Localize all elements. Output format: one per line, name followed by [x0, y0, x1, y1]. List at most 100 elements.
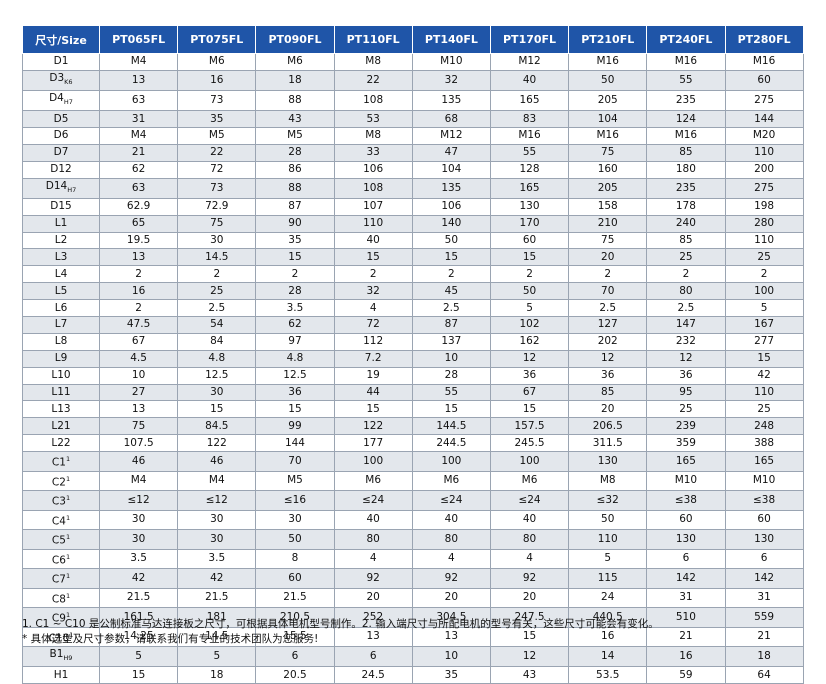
table-cell: 60 — [489, 231, 570, 250]
table-cell: 50 — [255, 529, 335, 550]
table-cell: 55 — [411, 383, 491, 402]
table-cell: 15 — [333, 400, 413, 419]
table-row: L21 75 84.5 99 122 144.5 157.5 206.5 239 248 — [22, 417, 804, 436]
table-cell: 144 — [724, 110, 804, 128]
row-label: L4 — [22, 265, 100, 284]
table-cell: 167 — [724, 315, 804, 334]
table-cell: 2 — [489, 265, 570, 284]
table-cell: M20 — [724, 126, 804, 145]
table-cell: 6 — [724, 548, 804, 570]
table-cell: 165 — [646, 451, 726, 472]
row-label-text: L11 — [51, 385, 71, 398]
table-cell: 2 — [646, 265, 726, 284]
table-cell: 75 — [177, 214, 257, 233]
table-cell: 72 — [177, 160, 257, 179]
table-cell: 130 — [724, 529, 804, 550]
table-cell: 4 — [333, 299, 413, 317]
row-label-superscript: 1 — [65, 474, 71, 483]
table-cell: 67 — [98, 332, 179, 351]
table-cell: 165 — [489, 89, 570, 112]
table-cell: 165 — [724, 451, 804, 472]
table-cell: 235 — [646, 177, 726, 199]
table-cell: 20 — [333, 587, 413, 609]
footnote-line-1: 1. C1 ~ C10 是公制标准马达连接板之尺寸，可根据具体电机型号制作。2.… — [22, 618, 659, 630]
row-label: L11 — [22, 383, 100, 402]
row-label-text: L9 — [54, 352, 68, 365]
table-cell: 110 — [568, 529, 648, 550]
table-cell: 304.5 — [411, 607, 491, 628]
table-cell: 20 — [568, 248, 648, 267]
table-cell: 62.9 — [98, 197, 179, 216]
table-cell: 84 — [177, 332, 257, 351]
table-cell: 15.5 — [255, 626, 335, 648]
row-label-text: L1 — [54, 217, 68, 230]
table-cell: 21.5 — [98, 587, 179, 609]
table-cell: 181 — [177, 607, 257, 628]
table-cell: 3.5 — [98, 548, 179, 570]
row-label: L21 — [22, 417, 100, 436]
row-label: D1 — [22, 53, 100, 71]
table-cell: 25 — [177, 282, 257, 301]
row-label: L8 — [22, 332, 100, 351]
table-cell: 36 — [646, 366, 726, 385]
table-cell: M4 — [177, 470, 257, 492]
row-label: C51 — [22, 529, 100, 550]
table-cell: 83 — [489, 110, 570, 128]
table-cell: 47 — [411, 143, 491, 162]
table-cell: M6 — [255, 53, 335, 71]
header-row: 尺寸/Size PT065FL PT075FL PT090FL PT110FL PT140… — [22, 26, 804, 54]
row-label-superscript: 1 — [65, 513, 71, 522]
table-cell: 40 — [333, 231, 413, 250]
table-cell: 5 — [177, 646, 257, 668]
table-cell: 2.5 — [568, 299, 648, 317]
table-cell: 115 — [568, 568, 648, 589]
table-cell: 28 — [411, 366, 491, 385]
table-body: D1 M4 M6 M6 M8 M10 M12 M16 M16 M16 D3K6 13 16 18 22 32 4… — [22, 53, 804, 684]
row-label: D3K6 — [22, 69, 100, 91]
row-label-text: C3 — [51, 495, 66, 508]
row-label: H1 — [22, 666, 100, 684]
table-cell: 46 — [98, 451, 179, 472]
table-cell: 3.5 — [177, 548, 257, 570]
table-cell: 147 — [646, 315, 726, 334]
row-label-text: H1 — [53, 668, 69, 681]
table-cell: 127 — [568, 315, 648, 334]
table-cell: 2 — [724, 265, 804, 284]
row-label-subscript: H7 — [63, 98, 73, 107]
table-cell: 2.5 — [646, 299, 726, 317]
table-cell: 20 — [568, 400, 648, 419]
row-label-text: D1 — [53, 55, 69, 68]
table-cell: 50 — [568, 509, 648, 531]
table-cell: 4.8 — [177, 349, 257, 368]
table-cell: 12 — [646, 349, 726, 368]
table-cell: 232 — [646, 332, 726, 351]
table-cell: 60 — [646, 509, 726, 531]
table-cell: 24.5 — [333, 666, 413, 684]
table-row: L8 67 84 97 112 137 162 202 232 277 — [22, 332, 804, 351]
table-cell: 86 — [255, 160, 335, 179]
table-cell: M8 — [568, 470, 648, 492]
table-cell: 198 — [724, 197, 804, 216]
table-cell: 280 — [724, 214, 804, 233]
table-cell: 202 — [568, 332, 648, 351]
table-cell: 35 — [177, 110, 257, 128]
table-cell: 30 — [177, 231, 257, 250]
row-label-text: D14 — [45, 179, 68, 192]
table-row: C41 30 30 30 40 40 40 50 60 60 — [22, 509, 804, 531]
table-row: L13 13 15 15 15 15 15 20 25 25 — [22, 400, 804, 419]
table-cell: M4 — [98, 126, 179, 145]
table-row: L11 27 30 36 44 55 67 85 95 110 — [22, 383, 804, 402]
row-label: D5 — [22, 110, 100, 128]
row-label-superscript: 1 — [65, 533, 71, 542]
table-cell: 177 — [333, 434, 413, 453]
row-label: L5 — [22, 282, 100, 301]
table-cell: 2 — [333, 265, 413, 284]
table-cell: 108 — [333, 177, 413, 199]
table-cell: 15 — [333, 248, 413, 267]
table-row: L10 10 12.5 12.5 19 28 36 36 36 42 — [22, 366, 804, 385]
table-row: C11 46 46 70 100 100 100 130 165 165 — [22, 451, 804, 472]
table-cell: 63 — [98, 177, 179, 199]
table-row: D5 31 35 43 53 68 83 104 124 144 — [22, 110, 804, 128]
table-cell: 102 — [489, 315, 570, 334]
row-label-text: C6 — [51, 554, 66, 567]
